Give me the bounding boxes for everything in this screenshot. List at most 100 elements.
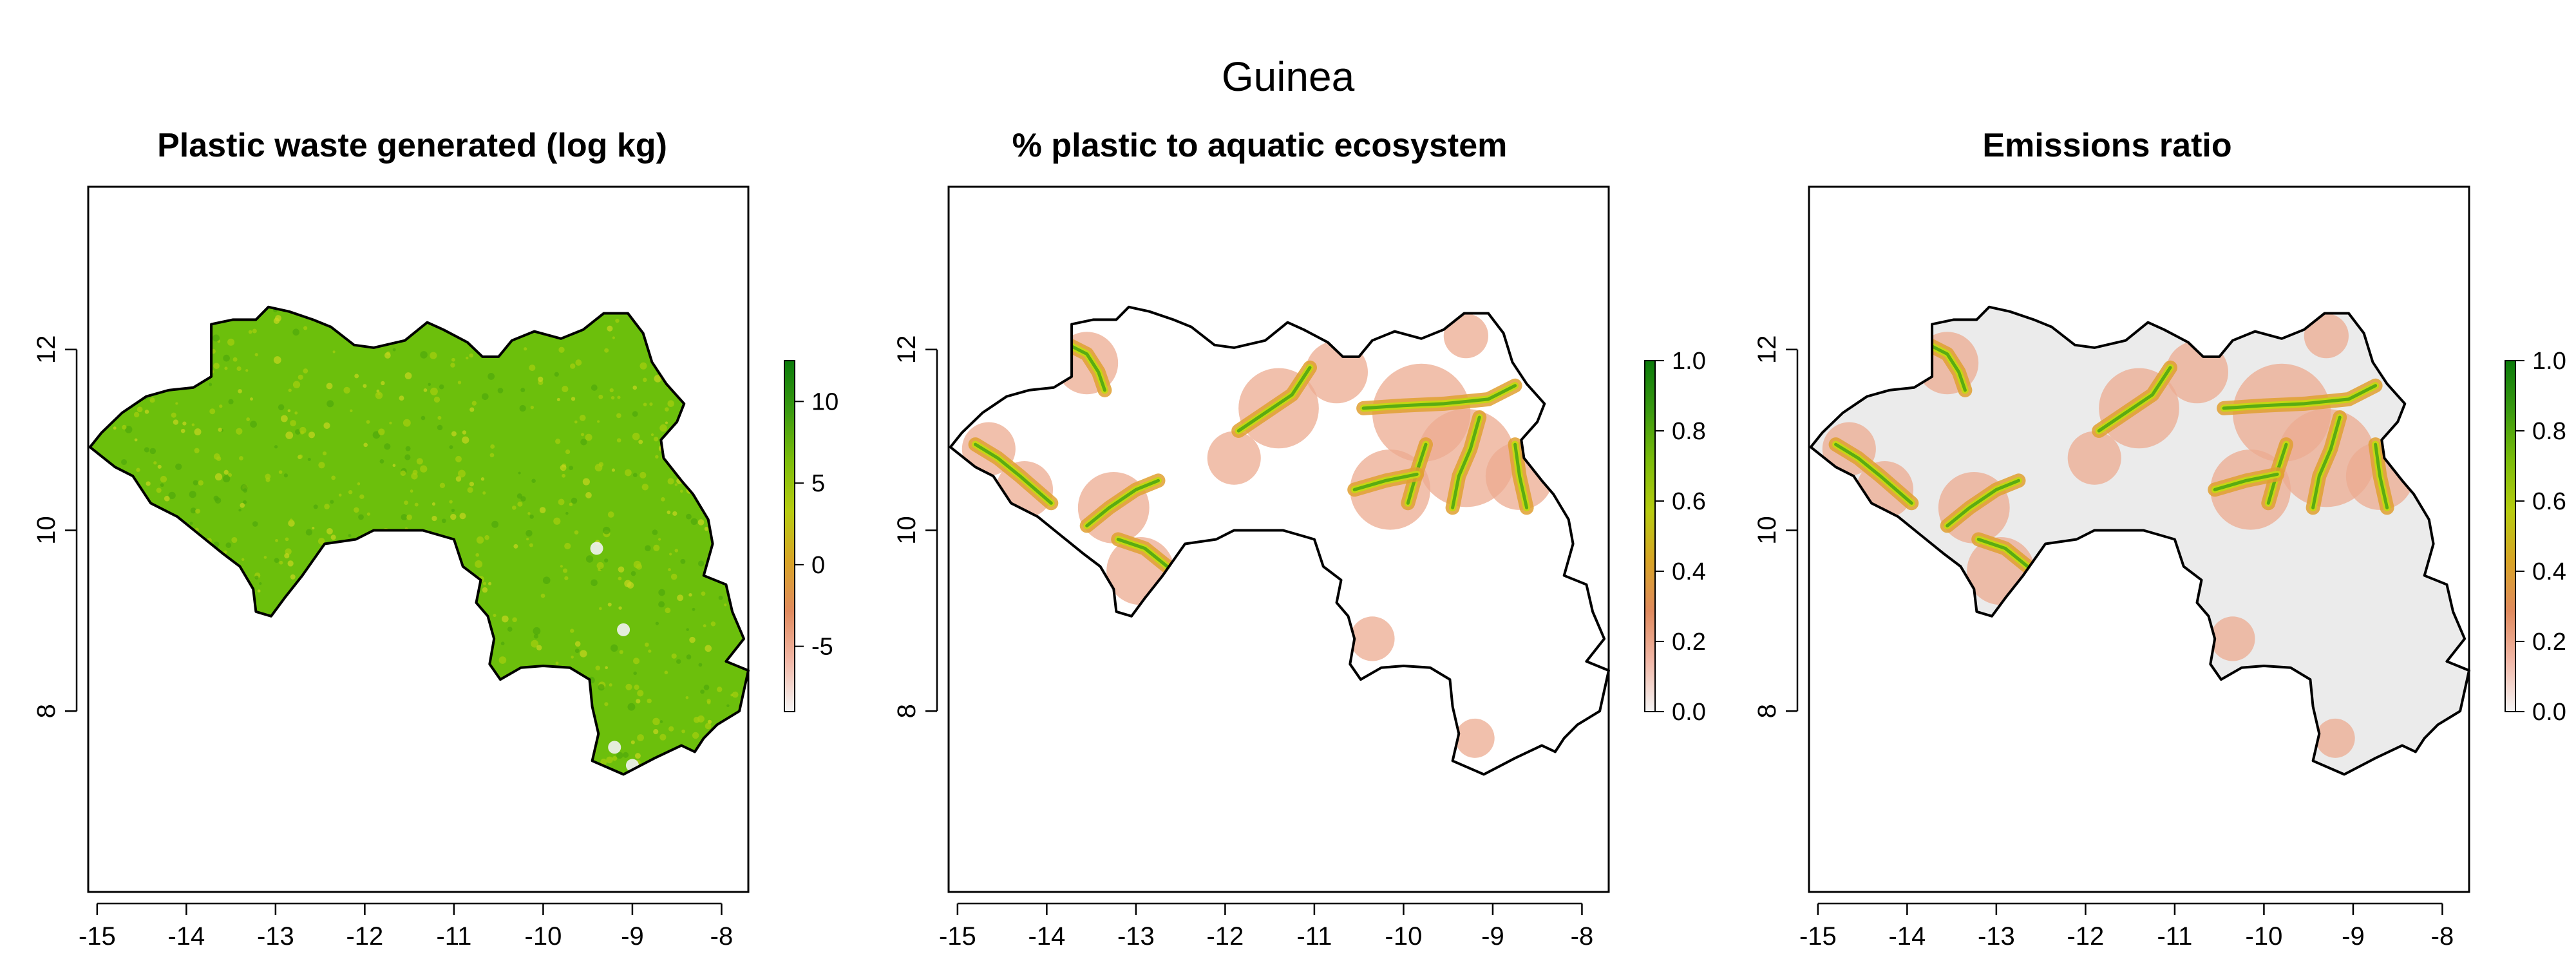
raster-speck <box>570 629 574 633</box>
raster-speck <box>100 696 107 703</box>
y-tick-label: 10 <box>893 516 921 545</box>
raster-speck <box>529 543 533 547</box>
raster-speck <box>707 719 712 724</box>
raster-speck <box>313 623 320 630</box>
raster-speck <box>562 473 566 478</box>
raster-speck <box>182 562 189 568</box>
river-line <box>2311 415 2342 509</box>
x-tick-label: -8 <box>1571 922 1594 951</box>
raster-speck <box>321 768 328 775</box>
x-tick-label: -11 <box>2157 922 2192 951</box>
raster-speck <box>676 659 681 664</box>
raster-speck <box>637 690 644 697</box>
raster-speck <box>229 294 236 300</box>
raster-speck <box>288 388 292 392</box>
raster-speck <box>428 747 437 755</box>
raster-speck <box>639 471 647 479</box>
raster-speck <box>431 515 437 522</box>
raster-speck <box>645 545 651 552</box>
raster-speck <box>402 419 411 427</box>
raster-speck <box>383 535 387 539</box>
raster-speck <box>433 396 440 403</box>
raster-speck <box>480 477 485 481</box>
raster-speck <box>455 476 462 482</box>
raster-speck <box>645 642 649 647</box>
raster-speck <box>363 442 368 448</box>
raster-speck <box>278 404 285 411</box>
raster-speck <box>218 428 222 432</box>
raster-speck <box>214 497 222 504</box>
raster-speck <box>324 636 328 639</box>
raster-speck <box>545 307 551 314</box>
raster-speck <box>737 312 743 317</box>
raster-speck <box>377 392 381 395</box>
raster-speck <box>437 424 443 431</box>
river-line <box>1513 442 1529 509</box>
raster-speck <box>195 708 198 712</box>
raster-speck <box>358 514 364 520</box>
raster-speck <box>561 773 565 775</box>
raster-speck <box>284 632 290 638</box>
raster-speck <box>266 744 274 752</box>
raster-speck <box>146 343 149 347</box>
raster-speck <box>310 577 316 582</box>
raster-speck <box>685 696 689 699</box>
raster-speck <box>292 381 301 388</box>
raster-speck <box>98 307 101 310</box>
raster-speck <box>104 410 108 413</box>
raster-speck <box>469 482 475 487</box>
raster-speck <box>113 478 118 483</box>
raster-speck <box>404 735 408 739</box>
raster-speck <box>298 454 303 459</box>
raster-speck <box>136 468 140 472</box>
raster-speck <box>658 589 665 596</box>
raster-speck <box>404 454 411 460</box>
raster-speck <box>243 605 249 610</box>
raster-speck <box>239 290 247 298</box>
river-line <box>1927 343 1967 392</box>
raster-speck <box>290 620 296 626</box>
raster-speck <box>582 478 590 486</box>
colorbar-tick-label: 0.8 <box>1672 418 1706 445</box>
raster-speck <box>441 518 446 524</box>
raster-speck <box>488 373 495 380</box>
raster-speck <box>240 502 245 508</box>
raster-speck <box>290 574 296 580</box>
raster-speck <box>692 732 699 739</box>
raster-speck <box>482 587 488 593</box>
raster-speck <box>307 752 312 758</box>
raster-speck <box>196 710 202 717</box>
raster-speck <box>232 357 238 362</box>
raster-speck <box>252 328 257 334</box>
raster-speck <box>140 714 146 720</box>
raster-speck <box>507 627 513 632</box>
raster-speck <box>148 710 153 714</box>
raster-speck <box>648 649 652 653</box>
raster-speck <box>618 606 622 610</box>
colorbar-tick-label: 0.2 <box>2532 629 2566 656</box>
raster-speck <box>634 299 640 305</box>
raster-speck <box>526 671 534 679</box>
raster-speck <box>350 409 353 412</box>
river-line <box>2374 442 2389 509</box>
raster-speck <box>238 389 242 393</box>
raster-speck <box>690 435 696 440</box>
raster-speck <box>236 366 242 372</box>
raster-speck <box>238 508 242 512</box>
raster-speck <box>493 744 498 749</box>
raster-speck <box>554 439 561 444</box>
raster-speck <box>482 728 488 733</box>
raster-speck <box>167 544 170 547</box>
raster-speck <box>705 723 712 730</box>
raster-speck <box>162 748 170 756</box>
raster-speck <box>363 589 366 592</box>
raster-speck <box>526 538 529 541</box>
raster-speck <box>285 431 294 439</box>
raster-speck <box>288 520 295 527</box>
raster-speck <box>322 451 327 456</box>
raster-speck <box>292 328 299 336</box>
raster-speck <box>437 312 442 316</box>
raster-speck <box>311 757 318 764</box>
raster-speck <box>287 409 291 412</box>
raster-speck <box>326 383 333 390</box>
